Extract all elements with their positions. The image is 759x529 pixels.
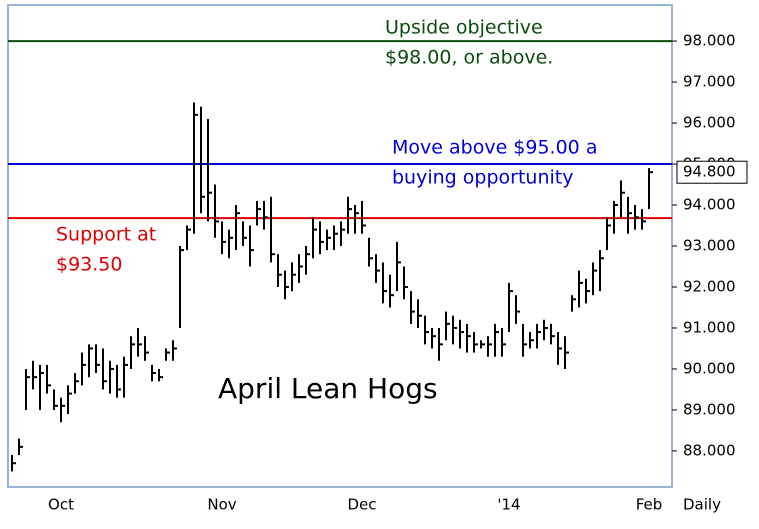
y-tick-label: 97.000 — [683, 73, 736, 91]
y-tick-label: 94.000 — [683, 196, 736, 214]
x-axis-label: Daily — [683, 496, 721, 514]
last-price-label: 94.800 — [683, 163, 736, 181]
chart-title: April Lean Hogs — [218, 372, 438, 405]
annotation: buying opportunity — [392, 167, 573, 189]
x-tick-label: Oct — [48, 496, 74, 514]
y-tick-label: 92.000 — [683, 277, 736, 295]
y-tick-label: 96.000 — [683, 114, 736, 132]
y-tick-label: 88.000 — [683, 441, 736, 459]
last-price-box — [676, 160, 748, 184]
y-tick-label: 90.000 — [683, 359, 736, 377]
annotation: $98.00, or above. — [385, 47, 553, 69]
x-tick-label: '14 — [497, 496, 520, 514]
y-tick-label: 98.000 — [683, 32, 736, 50]
annotation: Move above $95.00 a — [392, 137, 597, 159]
annotation: Upside objective — [385, 17, 543, 39]
x-tick-label: Feb — [636, 496, 663, 514]
annotation: $93.50 — [56, 254, 122, 276]
y-tick-label: 91.000 — [683, 318, 736, 336]
y-tick-label: 89.000 — [683, 400, 736, 418]
x-tick-label: Dec — [347, 496, 376, 514]
annotation: Support at — [56, 224, 156, 246]
y-tick-label: 93.000 — [683, 237, 736, 255]
x-tick-label: Nov — [207, 496, 236, 514]
